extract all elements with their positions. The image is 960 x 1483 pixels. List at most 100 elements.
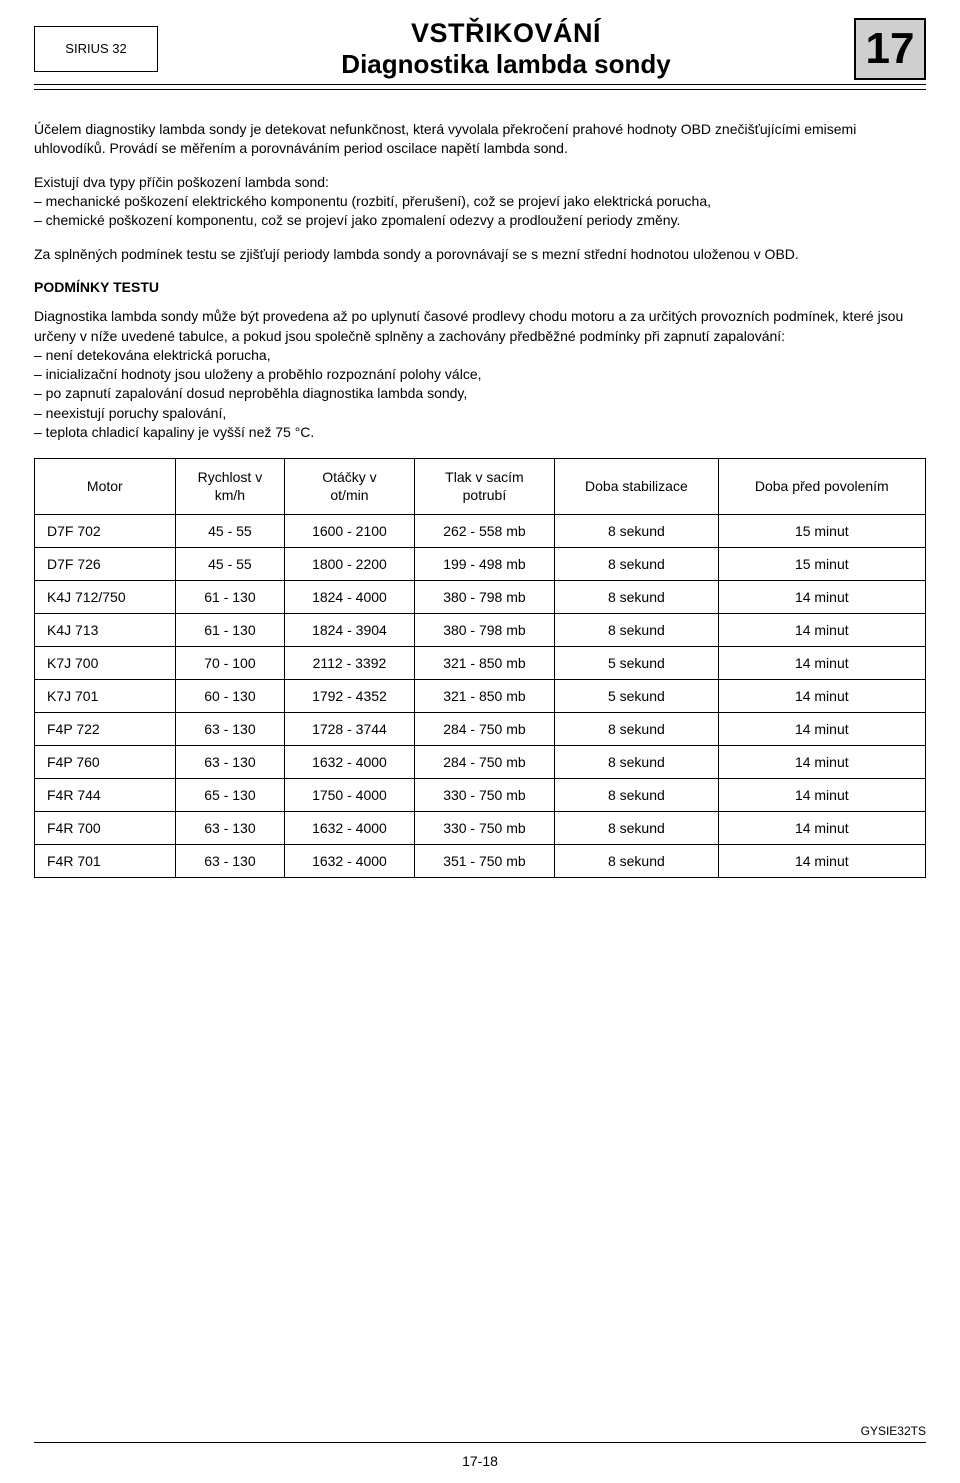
table-cell: 8 sekund: [555, 779, 718, 812]
table-cell: 63 - 130: [175, 845, 285, 878]
table-cell: 61 - 130: [175, 581, 285, 614]
table-cell: 1728 - 3744: [285, 713, 415, 746]
table-cell: K4J 712/750: [35, 581, 176, 614]
table-row: D7F 70245 - 551600 - 2100262 - 558 mb8 s…: [35, 515, 926, 548]
table-cell: 330 - 750 mb: [414, 779, 554, 812]
table-head: Motor Rychlost v km/h Otáčky v ot/min Tl…: [35, 459, 926, 515]
table-cell: 8 sekund: [555, 746, 718, 779]
table-cell: 8 sekund: [555, 713, 718, 746]
table-cell: 321 - 850 mb: [414, 647, 554, 680]
table-cell: 63 - 130: [175, 746, 285, 779]
table-cell: 1750 - 4000: [285, 779, 415, 812]
paragraph-1: Účelem diagnostiky lambda sondy je detek…: [34, 120, 926, 159]
table-cell: 63 - 130: [175, 713, 285, 746]
table-cell: 8 sekund: [555, 515, 718, 548]
table-cell: D7F 702: [35, 515, 176, 548]
bullet-2-2: – chemické poškození komponentu, což se …: [34, 211, 926, 230]
table-cell: 330 - 750 mb: [414, 812, 554, 845]
table-cell: 1792 - 4352: [285, 680, 415, 713]
table-cell: F4R 744: [35, 779, 176, 812]
th-speed: Rychlost v km/h: [175, 459, 285, 515]
table-cell: F4R 701: [35, 845, 176, 878]
table-row: K7J 70160 - 1301792 - 4352321 - 850 mb5 …: [35, 680, 926, 713]
bullet-2-1: – mechanické poškození elektrického komp…: [34, 192, 926, 211]
table-cell: K7J 700: [35, 647, 176, 680]
table-cell: 262 - 558 mb: [414, 515, 554, 548]
table-cell: 15 minut: [718, 515, 925, 548]
table-cell: 70 - 100: [175, 647, 285, 680]
table-cell: 14 minut: [718, 581, 925, 614]
title-block: VSTŘIKOVÁNÍ Diagnostika lambda sondy: [168, 18, 844, 80]
table-cell: 8 sekund: [555, 812, 718, 845]
table-cell: 45 - 55: [175, 548, 285, 581]
table-cell: 8 sekund: [555, 845, 718, 878]
table-cell: 14 minut: [718, 746, 925, 779]
table-cell: 1632 - 4000: [285, 812, 415, 845]
footer-row-top: GYSIE32TS: [34, 1428, 926, 1442]
table-cell: K4J 713: [35, 614, 176, 647]
doc-code: GYSIE32TS: [861, 1424, 926, 1438]
table-cell: F4P 722: [35, 713, 176, 746]
page-header: SIRIUS 32 VSTŘIKOVÁNÍ Diagnostika lambda…: [34, 18, 926, 80]
table-cell: 2112 - 3392: [285, 647, 415, 680]
table-cell: 14 minut: [718, 647, 925, 680]
table-cell: 1632 - 4000: [285, 746, 415, 779]
table-row: F4P 76063 - 1301632 - 4000284 - 750 mb8 …: [35, 746, 926, 779]
table-cell: 14 minut: [718, 680, 925, 713]
table-cell: F4P 760: [35, 746, 176, 779]
paragraph-4-intro: Diagnostika lambda sondy může být proved…: [34, 307, 926, 346]
table-cell: 351 - 750 mb: [414, 845, 554, 878]
header-divider-2: [34, 89, 926, 90]
footer-divider: [34, 1442, 926, 1443]
table-cell: 15 minut: [718, 548, 925, 581]
table-cell: 284 - 750 mb: [414, 713, 554, 746]
table-row: K4J 71361 - 1301824 - 3904380 - 798 mb8 …: [35, 614, 926, 647]
table-cell: 199 - 498 mb: [414, 548, 554, 581]
th-pressure: Tlak v sacím potrubí: [414, 459, 554, 515]
table-row: F4R 74465 - 1301750 - 4000330 - 750 mb8 …: [35, 779, 926, 812]
table-cell: 14 minut: [718, 614, 925, 647]
table-cell: 1632 - 4000: [285, 845, 415, 878]
table-cell: F4R 700: [35, 812, 176, 845]
table-cell: 1824 - 4000: [285, 581, 415, 614]
table-cell: 284 - 750 mb: [414, 746, 554, 779]
table-row: K7J 70070 - 1002112 - 3392321 - 850 mb5 …: [35, 647, 926, 680]
title-line2: Diagnostika lambda sondy: [174, 49, 838, 80]
th-stab: Doba stabilizace: [555, 459, 718, 515]
table-cell: 5 sekund: [555, 647, 718, 680]
table-body: D7F 70245 - 551600 - 2100262 - 558 mb8 s…: [35, 515, 926, 878]
bullet-4-2: – inicializační hodnoty jsou uloženy a p…: [34, 365, 926, 384]
table-cell: 380 - 798 mb: [414, 614, 554, 647]
table-cell: 14 minut: [718, 713, 925, 746]
table-cell: 380 - 798 mb: [414, 581, 554, 614]
table-row: K4J 712/75061 - 1301824 - 4000380 - 798 …: [35, 581, 926, 614]
table-row: D7F 72645 - 551800 - 2200199 - 498 mb8 s…: [35, 548, 926, 581]
sirius-label: SIRIUS 32: [34, 26, 158, 72]
table-cell: 60 - 130: [175, 680, 285, 713]
table-cell: 5 sekund: [555, 680, 718, 713]
table-cell: K7J 701: [35, 680, 176, 713]
section-heading: PODMÍNKY TESTU: [34, 278, 926, 297]
table-header-row: Motor Rychlost v km/h Otáčky v ot/min Tl…: [35, 459, 926, 515]
th-motor: Motor: [35, 459, 176, 515]
table-cell: 8 sekund: [555, 548, 718, 581]
table-cell: 1800 - 2200: [285, 548, 415, 581]
table-cell: 1824 - 3904: [285, 614, 415, 647]
page-number: 17-18: [34, 1447, 926, 1469]
table-cell: 14 minut: [718, 779, 925, 812]
table-cell: 61 - 130: [175, 614, 285, 647]
page-footer: GYSIE32TS 17-18: [0, 1428, 960, 1469]
table-cell: 8 sekund: [555, 581, 718, 614]
page-container: SIRIUS 32 VSTŘIKOVÁNÍ Diagnostika lambda…: [0, 0, 960, 1483]
title-line1: VSTŘIKOVÁNÍ: [174, 18, 838, 49]
table-cell: 1600 - 2100: [285, 515, 415, 548]
table-cell: 8 sekund: [555, 614, 718, 647]
paragraph-2-intro: Existují dva typy příčin poškození lambd…: [34, 173, 926, 192]
table-cell: 14 minut: [718, 812, 925, 845]
table-row: F4P 72263 - 1301728 - 3744284 - 750 mb8 …: [35, 713, 926, 746]
table-row: F4R 70163 - 1301632 - 4000351 - 750 mb8 …: [35, 845, 926, 878]
body-text: Účelem diagnostiky lambda sondy je detek…: [34, 120, 926, 442]
bullet-4-1: – není detekována elektrická porucha,: [34, 346, 926, 365]
chapter-number: 17: [854, 18, 926, 80]
paragraph-3: Za splněných podmínek testu se zjišťují …: [34, 245, 926, 264]
